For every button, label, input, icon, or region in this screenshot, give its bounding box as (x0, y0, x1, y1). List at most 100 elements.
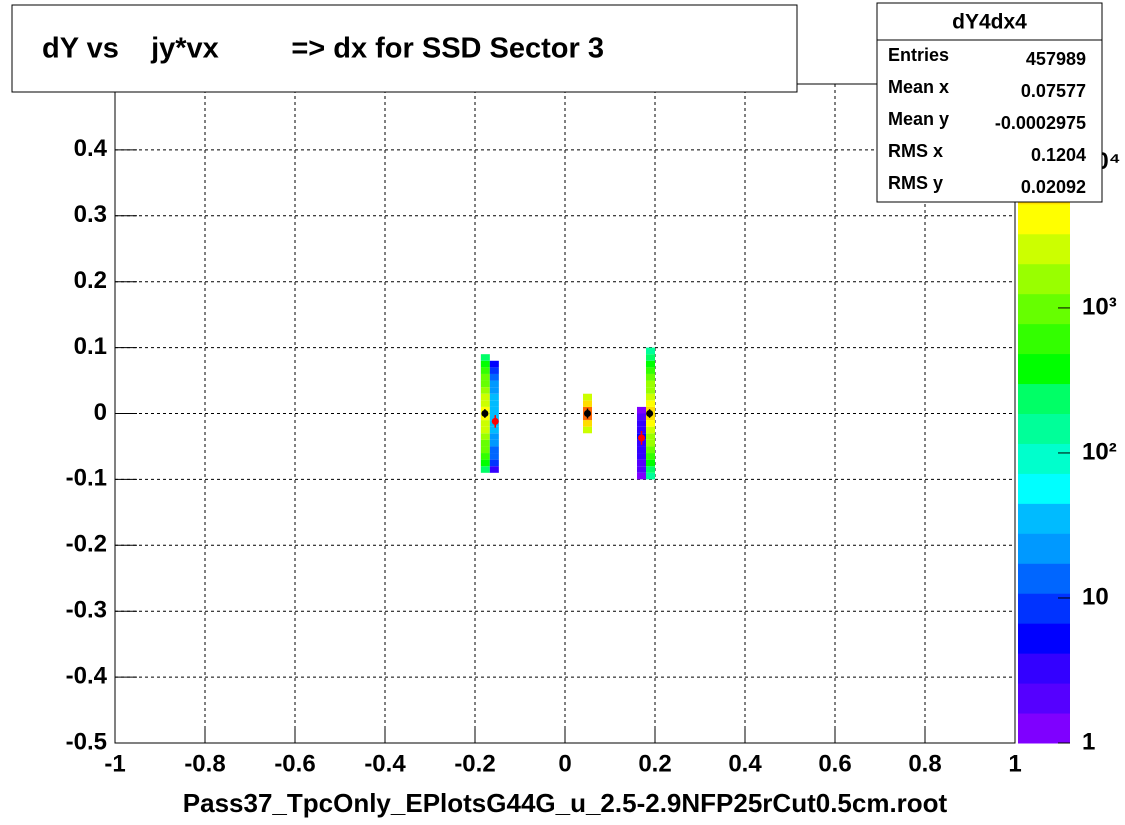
heat-cell (583, 420, 592, 427)
x-tick-label: -0.8 (184, 750, 225, 777)
heat-cell (480, 466, 490, 473)
colorbar-band (1018, 503, 1070, 534)
y-tick-label: 0.3 (74, 201, 107, 228)
heat-cell (480, 360, 490, 368)
colorbar-band (1018, 263, 1070, 295)
heat-cell (480, 380, 490, 388)
chart-title: dY vs jy*vx => dx for SSD Sector 3 (42, 33, 604, 65)
heat-cell (480, 373, 490, 381)
heat-cell (646, 367, 655, 374)
y-tick-label: -0.5 (66, 728, 107, 755)
heat-cell (646, 453, 655, 460)
heat-cell (489, 406, 499, 414)
heat-cell (489, 367, 499, 374)
y-tick-label: 0 (94, 399, 107, 426)
y-tick-label: -0.3 (66, 597, 107, 624)
y-tick-label: 0.2 (74, 267, 107, 294)
stats-label: RMS y (888, 173, 943, 193)
heat-cell (646, 380, 655, 388)
x-tick-label: 0.8 (908, 750, 941, 777)
heat-cell (637, 413, 646, 421)
colorbar-band (1018, 683, 1070, 714)
heat-cell (646, 466, 655, 473)
profile-point (584, 410, 591, 417)
stats-box (876, 2, 1103, 203)
heat-cell (637, 472, 646, 480)
heat-cell (646, 439, 655, 447)
x-tick-label: 0.6 (818, 750, 851, 777)
y-tick-label: -0.1 (66, 465, 107, 492)
heat-cell (637, 420, 646, 427)
z-tick-label: 1 (1082, 728, 1095, 755)
stats-title: dY4dx4 (952, 11, 1027, 34)
z-tick-label: 10² (1082, 438, 1117, 465)
colorbar-band (1018, 623, 1070, 654)
heat-cell (480, 367, 490, 374)
colorbar-band (1018, 533, 1070, 564)
heat-cell (646, 472, 655, 480)
heat-cell (637, 406, 646, 414)
heat-cell (646, 387, 655, 394)
colorbar-band (1018, 413, 1070, 444)
x-tick-label: -0.4 (364, 750, 406, 777)
colorbar-band (1018, 233, 1070, 265)
stats-value: 0.1204 (1031, 145, 1086, 165)
colorbar-band (1018, 383, 1070, 414)
colorbar-band (1018, 203, 1070, 235)
heat-cell (637, 453, 646, 460)
heat-cell (637, 466, 646, 473)
heat-cell (637, 446, 646, 454)
heat-cell (480, 433, 490, 440)
heat-cell (646, 420, 655, 427)
heat-cell (489, 446, 499, 454)
overlays: dY vs jy*vx => dx for SSD Sector 3 dY4dx… (11, 2, 1103, 203)
colorbar-band (1018, 653, 1070, 684)
heat-cell (480, 387, 490, 394)
x-axis-label: Pass37_TpcOnly_EPlotsG44G_u_2.5-2.9NFP25… (183, 788, 948, 818)
heat-cell (480, 354, 490, 361)
y-tick-label: -0.2 (66, 531, 107, 558)
stats-label: RMS x (888, 141, 943, 161)
heat-cell (646, 354, 655, 361)
heat-cell (637, 426, 646, 434)
heat-cell (480, 426, 490, 434)
heat-cell (489, 360, 499, 368)
heat-cell (489, 459, 499, 467)
profile-point (638, 434, 645, 442)
title-box (11, 4, 798, 93)
heat-cell (583, 426, 592, 434)
heat-cell (489, 426, 499, 434)
heat-cell (489, 413, 499, 421)
heat-cell (489, 433, 499, 440)
heat-cell (489, 439, 499, 447)
heat-cell (583, 400, 592, 407)
heat-cell (480, 453, 490, 460)
x-tick-label: 1 (1008, 750, 1021, 777)
y-tick-label: 0.1 (74, 333, 107, 360)
heat-cell (480, 446, 490, 454)
x-tick-label: 0 (558, 750, 571, 777)
heat-cell (489, 380, 499, 388)
colorbar-band (1018, 353, 1070, 385)
profile-point (481, 410, 489, 417)
heat-cell (646, 459, 655, 467)
x-tick-label: 0.2 (638, 750, 671, 777)
heat-cell (480, 439, 490, 447)
stats-value: -0.0002975 (995, 113, 1086, 133)
colorbar-band (1018, 293, 1070, 325)
heat-cell (646, 373, 655, 381)
x-tick-label: -0.6 (274, 750, 315, 777)
heat-cell (646, 426, 655, 434)
z-tick-label: 10 (1082, 583, 1109, 610)
heat-cell (637, 459, 646, 467)
heat-cell (646, 347, 655, 355)
heat-cell (489, 393, 499, 401)
heat-cell (489, 387, 499, 394)
colorbar-band (1018, 443, 1070, 474)
z-tick-label: 10³ (1082, 293, 1117, 320)
heat-cell (646, 446, 655, 454)
y-tick-label: -0.4 (66, 662, 108, 689)
heat-cell (480, 420, 490, 427)
x-tick-label: -1 (104, 750, 125, 777)
